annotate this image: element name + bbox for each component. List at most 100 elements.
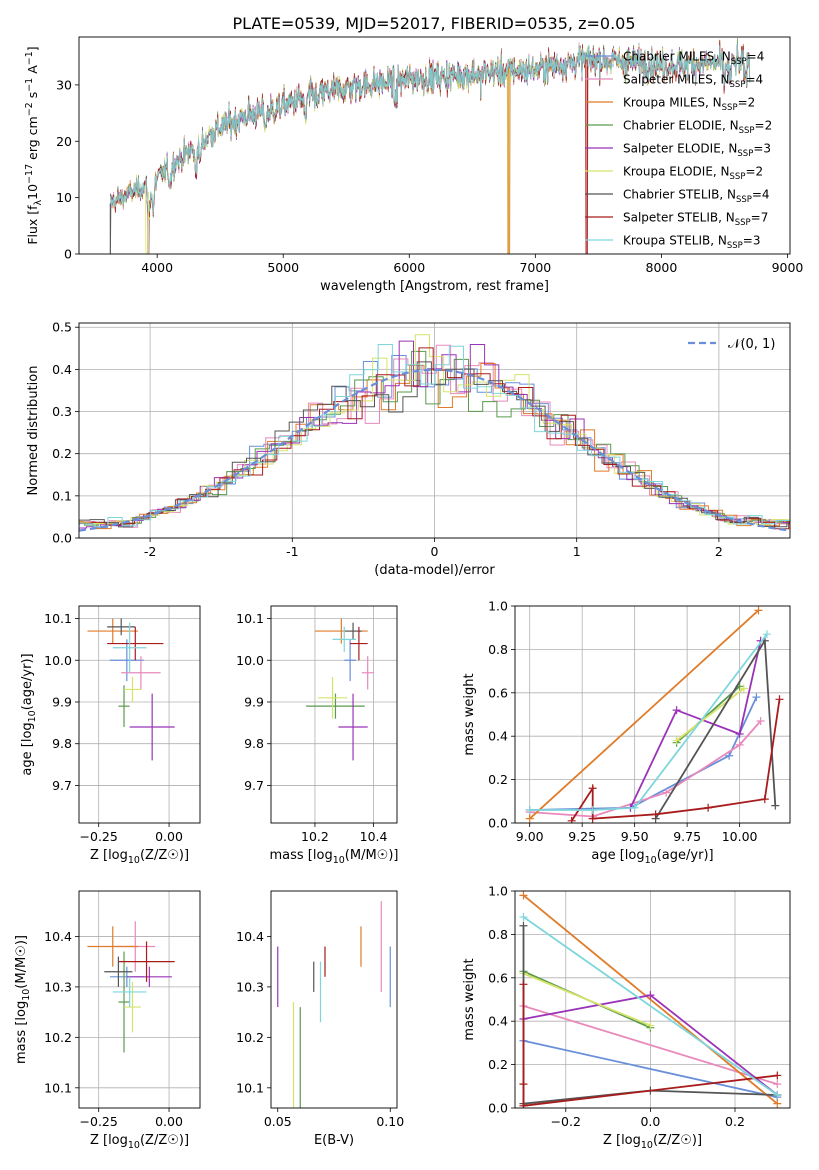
panel-residuals: -2 -1 0 1 2 0.0 0.1 0.2 0.3 0.4 0.5 (data-model)/er… — [26, 320, 791, 578]
x-axis-label: age [log10(age/yr)] — [591, 848, 713, 866]
weight-line-series — [523, 1039, 778, 1099]
x-axis-label: Z [log10(Z/Z☉)] — [90, 1133, 189, 1151]
y-tick-label: 9.7 — [244, 778, 264, 793]
y-tick-label: 0.4 — [488, 1014, 508, 1029]
y-tick-label: 9.8 — [52, 736, 72, 751]
x-tick-label: -1 — [286, 544, 298, 559]
legend-label: Salpeter STELIB, NSSP=7 — [623, 211, 768, 229]
y-tick-label: 0.0 — [52, 531, 72, 546]
y-tick-label: 9.7 — [52, 778, 72, 793]
axes-frame — [270, 605, 398, 824]
x-tick-label: 9.50 — [621, 829, 649, 844]
y-tick-label: 10 — [56, 190, 72, 205]
y-tick-label: 0.8 — [488, 927, 508, 942]
y-tick-label: 10.2 — [236, 1030, 264, 1045]
legend-label-part: SSP — [736, 195, 752, 205]
x-tick-label: −0.25 — [80, 1114, 118, 1129]
y-tick-label: 0.8 — [488, 642, 508, 657]
legend-label-part: SSP — [730, 172, 746, 182]
y-axis-label-part: A — [25, 65, 40, 78]
legend-label-part: =3 — [743, 234, 761, 248]
x-tick-label: 0.2 — [725, 1114, 745, 1129]
y-tick-label: 0.2 — [488, 772, 508, 787]
weight-marker — [630, 803, 639, 812]
spectrum-line-series — [110, 42, 751, 215]
histogram-series — [79, 363, 790, 530]
legend-label-part: SSP — [739, 126, 755, 136]
x-axis-label: mass [log10(M/M☉)] — [270, 848, 399, 866]
x-tick-label: 7000 — [519, 260, 551, 275]
x-axis-label: Z [log10(Z/Z☉)] — [90, 848, 189, 866]
legend-label-part: Chabrier ELODIE, N — [623, 119, 739, 133]
x-tick-label: 10.00 — [722, 829, 758, 844]
x-axis-label-part: (Z/Z☉)] — [140, 848, 189, 863]
y-axis-label-part: s — [25, 92, 40, 103]
panel-mass_vs_EBV: 0.05 0.10 10.1 10.2 10.3 10.4 E(B-V) — [236, 890, 404, 1148]
y-tick-label: 0.1 — [52, 488, 72, 503]
y-axis-label-part: ] — [25, 46, 40, 51]
histogram-series — [79, 344, 790, 528]
weight-marker — [651, 810, 660, 819]
x-tick-label: 8000 — [646, 260, 678, 275]
x-tick-label: -2 — [144, 544, 156, 559]
y-axis-label-part: −1 — [24, 51, 35, 65]
x-tick-label: 0.0 — [640, 1114, 660, 1129]
axes-frame — [514, 890, 791, 1109]
weight-marker — [773, 1090, 782, 1099]
y-tick-label: 10.1 — [44, 1080, 72, 1095]
y-axis-label: mass [log10(M/M☉)] — [14, 935, 32, 1064]
weight-line-series — [522, 894, 778, 1105]
legend-label-part: Salpeter ELODIE, N — [623, 142, 737, 156]
x-tick-label: 0.00 — [155, 1114, 183, 1129]
y-axis-label: mass weight — [462, 673, 477, 755]
weight-line-series — [529, 696, 758, 811]
x-tick-label: −0.25 — [80, 829, 118, 844]
legend-label-part: =4 — [745, 73, 763, 87]
y-tick-label: 1.0 — [488, 884, 508, 899]
legend-label: Chabrier MILES, NSSP=4 — [623, 50, 764, 68]
weight-marker — [773, 1080, 782, 1089]
legend-label-part: =7 — [751, 211, 769, 225]
y-tick-label: 20 — [56, 134, 72, 149]
x-axis-label-part: (Z/Z☉)] — [140, 1133, 189, 1148]
weight-marker — [762, 630, 771, 639]
x-tick-label: 9.00 — [516, 829, 544, 844]
y-axis-label-part: mass [log — [14, 1001, 29, 1064]
weight-marker — [662, 788, 671, 797]
weight-marker — [735, 740, 744, 749]
x-axis-label-part: Z [log — [90, 848, 128, 863]
x-tick-label: 0.00 — [155, 829, 183, 844]
y-axis-label: mass weight — [462, 958, 477, 1040]
legend-label-part: Chabrier STELIB, N — [623, 188, 736, 202]
y-tick-label: 10.2 — [44, 1030, 72, 1045]
weight-marker — [704, 803, 713, 812]
weight-marker — [519, 913, 528, 922]
y-axis-label: age [log10(age/yr)] — [20, 653, 38, 775]
weight-marker — [519, 921, 528, 930]
weight-line-series — [529, 609, 760, 820]
y-axis-label-part: −1 — [24, 78, 35, 92]
x-axis-label: wavelength [Angstrom, rest frame] — [320, 279, 549, 294]
x-axis-label: E(B-V) — [314, 1133, 354, 1148]
y-tick-label: 9.8 — [244, 736, 264, 751]
weight-marker — [588, 784, 597, 793]
legend-label: 𝒩(0, 1) — [728, 337, 775, 352]
y-axis-label-part: (M/M☉)] — [14, 935, 29, 989]
y-tick-label: 0.6 — [488, 970, 508, 985]
x-axis-label-part: 10 — [333, 855, 345, 866]
weight-marker — [735, 730, 744, 739]
panel-weight_vs_Z: −0.2 0.0 0.2 0.0 0.2 0.4 0.6 0.8 1.0 mass weight Z… — [462, 884, 791, 1151]
x-tick-label: 1 — [573, 544, 581, 559]
x-axis-label-part: Z [log — [603, 1133, 641, 1148]
weight-marker — [519, 1080, 528, 1089]
legend-label-part: Salpeter MILES, N — [623, 73, 730, 87]
x-tick-label: 2 — [715, 544, 723, 559]
x-tick-label: 5000 — [267, 260, 299, 275]
y-tick-label: 30 — [56, 77, 72, 92]
legend-label-part: SSP — [735, 218, 751, 228]
plot-area — [277, 901, 391, 1108]
weight-marker — [739, 684, 748, 693]
weight-marker — [773, 1071, 782, 1080]
x-axis-label-part: 10 — [641, 1140, 653, 1151]
axes-frame — [78, 890, 201, 1109]
